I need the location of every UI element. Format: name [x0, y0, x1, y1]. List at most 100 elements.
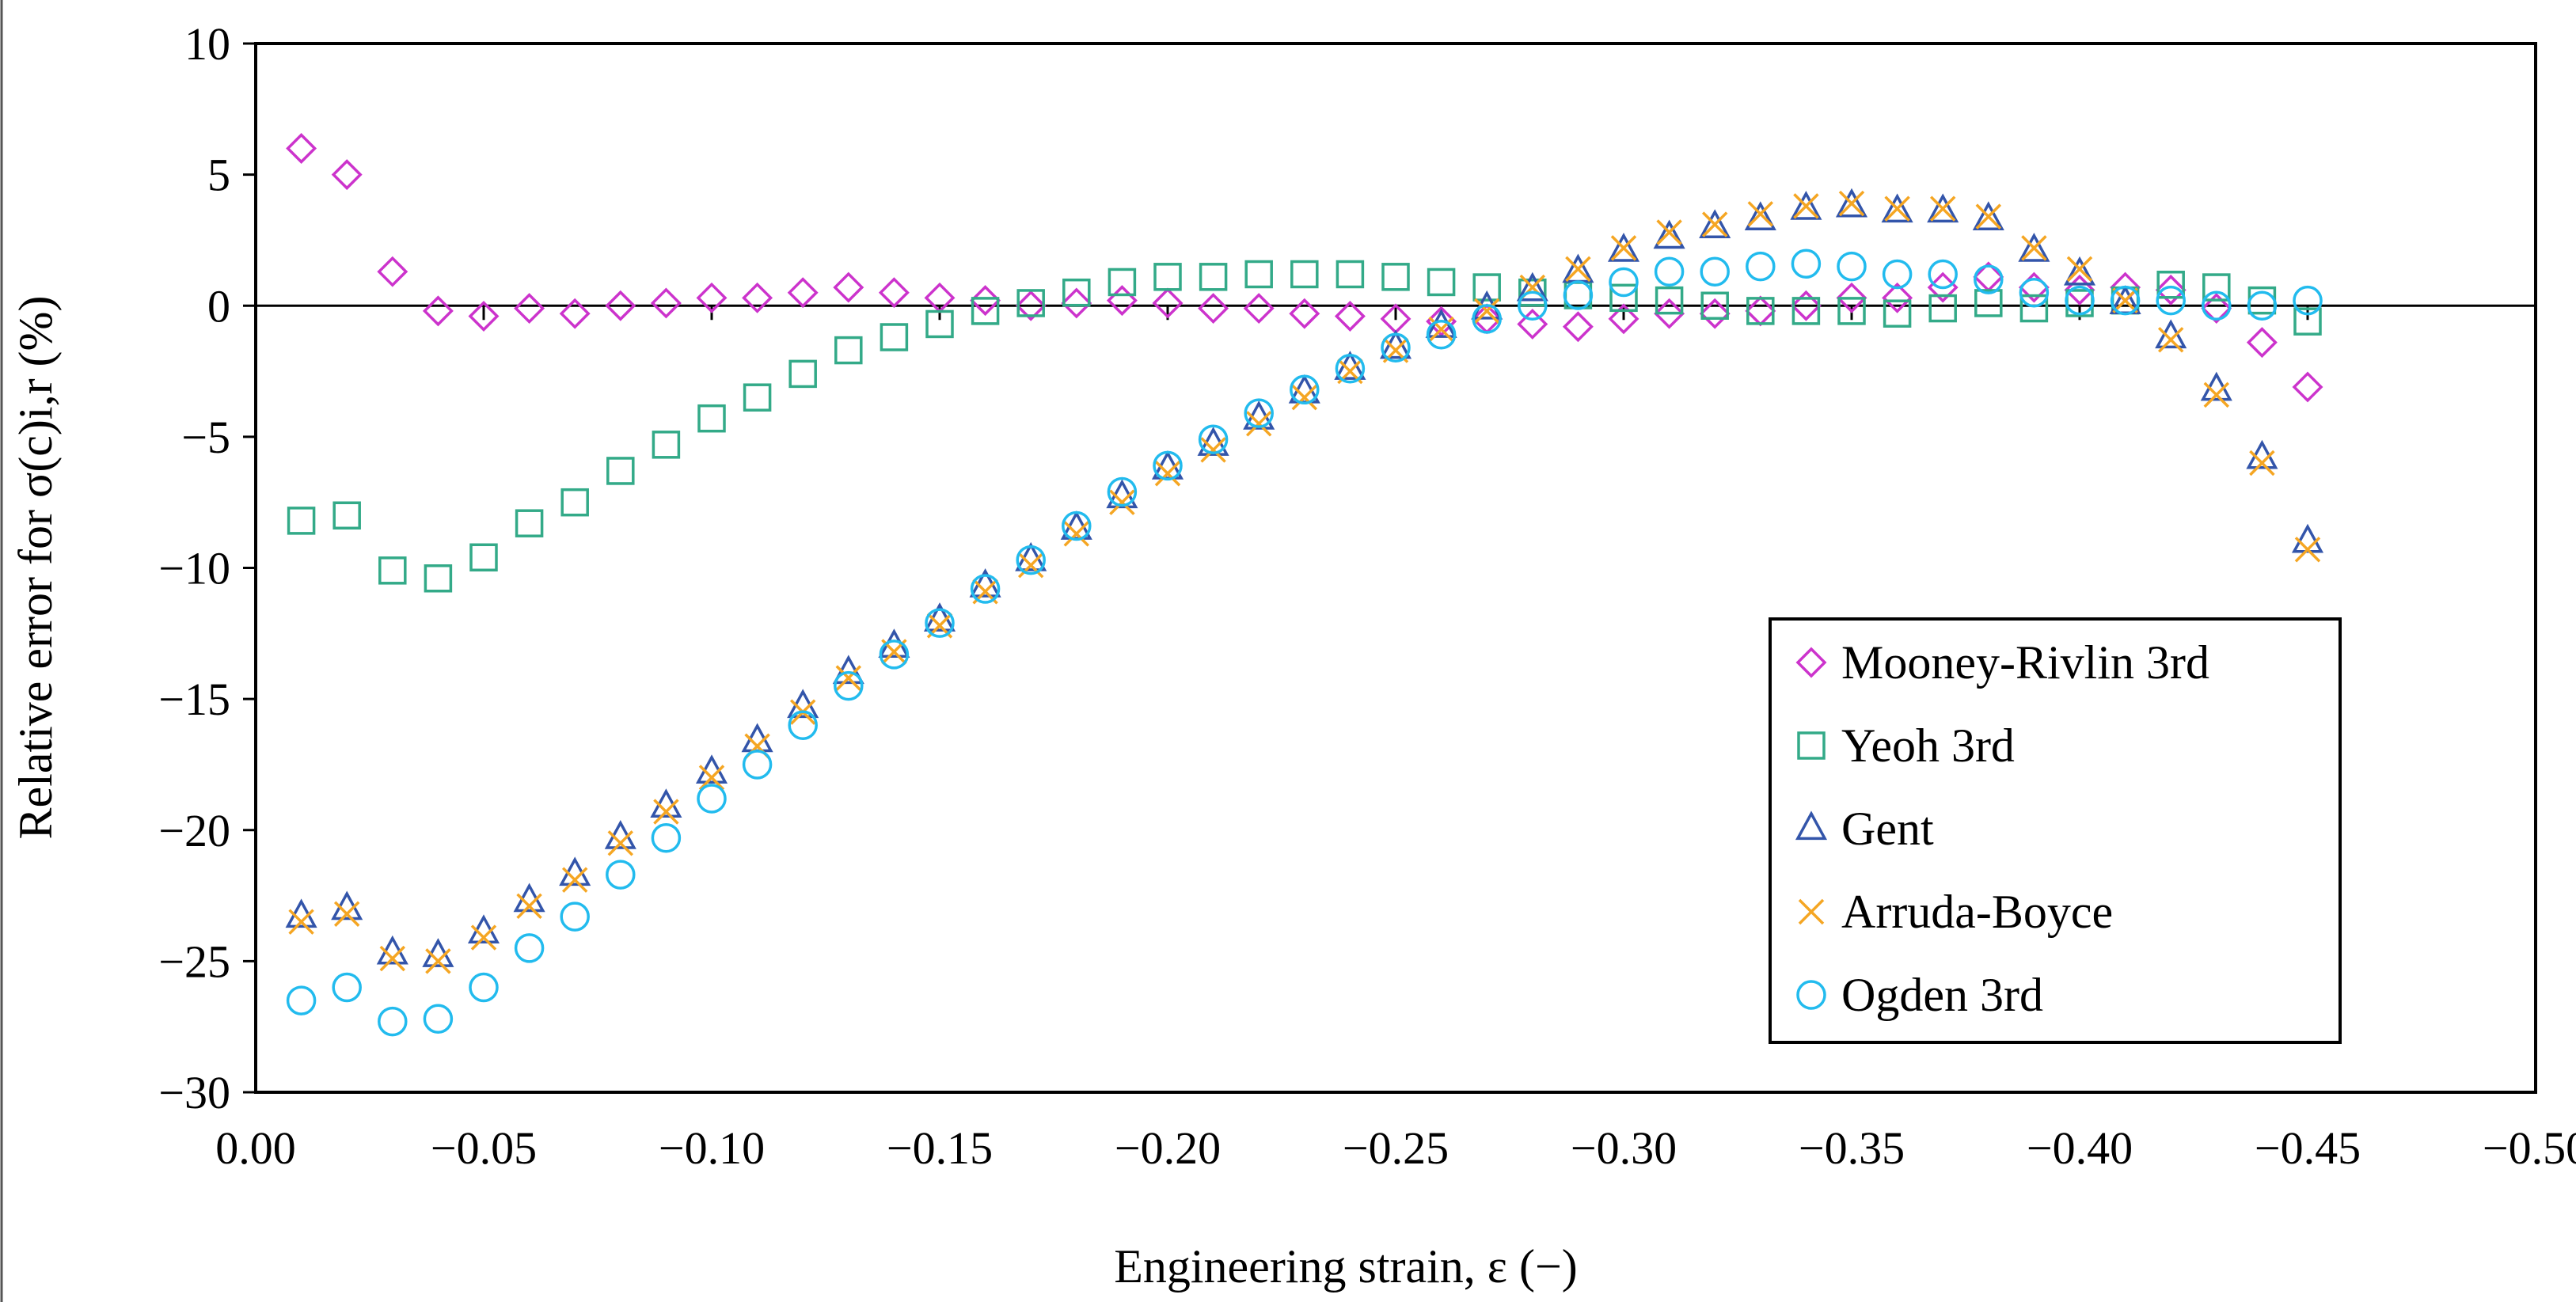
x-tick-label: −0.20: [1115, 1122, 1221, 1174]
data-point-mooney-rivlin-3rd: [1699, 298, 1731, 329]
data-point-yeoh-3rd: [1518, 278, 1547, 307]
data-point-arruda-boyce: [835, 665, 862, 691]
data-point-yeoh-3rd: [332, 501, 361, 530]
legend-marker-yeoh-3rd: [1797, 731, 1826, 760]
data-point-mooney-rivlin-3rd: [1106, 285, 1138, 317]
y-tick-label: −20: [158, 805, 230, 856]
data-point-ogden-3rd: [834, 670, 864, 701]
data-point-ogden-3rd: [378, 1006, 408, 1037]
data-point-arruda-boyce: [470, 924, 497, 951]
data-point-yeoh-3rd: [1244, 260, 1273, 289]
data-point-mooney-rivlin-3rd: [1015, 290, 1047, 321]
data-point-ogden-3rd: [1107, 476, 1138, 507]
data-point-gent: [1881, 193, 1913, 223]
data-point-arruda-boyce: [2203, 381, 2230, 408]
data-point-yeoh-3rd: [1883, 299, 1912, 328]
data-point-yeoh-3rd: [1700, 291, 1729, 320]
data-point-yeoh-3rd: [1609, 283, 1638, 313]
data-point-arruda-boyce: [379, 945, 406, 972]
data-point-arruda-boyce: [1793, 193, 1819, 219]
x-tick-label: −0.35: [1799, 1122, 1905, 1174]
data-point-yeoh-3rd: [1837, 297, 1866, 325]
data-point-ogden-3rd: [1153, 450, 1183, 481]
data-point-yeoh-3rd: [743, 383, 772, 412]
data-point-yeoh-3rd: [2019, 294, 2049, 323]
data-point-ogden-3rd: [1609, 267, 1639, 298]
data-point-arruda-boyce: [1884, 195, 1910, 222]
data-point-yeoh-3rd: [515, 509, 544, 537]
data-point-arruda-boyce: [653, 799, 679, 825]
y-tick-label: 10: [184, 18, 230, 70]
data-point-arruda-boyce: [607, 830, 634, 856]
data-point-arruda-boyce: [1291, 384, 1318, 411]
data-point-arruda-boyce: [1975, 203, 2002, 230]
data-point-arruda-boyce: [1838, 190, 1865, 217]
y-tick-label: −15: [158, 674, 230, 725]
data-point-yeoh-3rd: [1381, 263, 1410, 291]
data-point-yeoh-3rd: [1928, 294, 1957, 323]
x-tick-label: −0.25: [1343, 1122, 1449, 1174]
legend-label-arruda-boyce: Arruda-Boyce: [1841, 886, 2113, 938]
data-point-yeoh-3rd: [1974, 289, 2003, 317]
data-point-mooney-rivlin-3rd: [2292, 371, 2323, 403]
data-point-mooney-rivlin-3rd: [514, 293, 545, 325]
data-point-yeoh-3rd: [1153, 263, 1182, 291]
data-point-yeoh-3rd: [2293, 307, 2322, 336]
data-point-mooney-rivlin-3rd: [468, 301, 500, 332]
x-tick-label: −0.45: [2255, 1122, 2361, 1174]
series-arruda-boyce: [288, 190, 2321, 974]
data-point-yeoh-3rd: [788, 359, 817, 389]
data-point-mooney-rivlin-3rd: [1289, 298, 1320, 329]
data-point-ogden-3rd: [1335, 354, 1366, 384]
data-point-yeoh-3rd: [1108, 268, 1137, 297]
data-point-mooney-rivlin-3rd: [650, 287, 682, 319]
data-point-ogden-3rd: [1974, 264, 2004, 294]
data-point-mooney-rivlin-3rd: [1790, 290, 1822, 321]
data-point-ogden-3rd: [1700, 256, 1730, 287]
data-point-ogden-3rd: [2110, 285, 2141, 316]
y-tick-label: −5: [181, 412, 230, 463]
y-tick-label: −25: [158, 936, 230, 987]
data-point-gent: [1516, 271, 1548, 302]
data-point-ogden-3rd: [2293, 285, 2323, 316]
data-point-mooney-rivlin-3rd: [286, 133, 317, 164]
data-point-arruda-boyce: [1428, 316, 1454, 343]
data-point-mooney-rivlin-3rd: [1334, 301, 1366, 332]
data-point-arruda-boyce: [288, 909, 314, 935]
data-point-gent: [1607, 233, 1640, 262]
data-point-yeoh-3rd: [1062, 278, 1091, 307]
data-point-mooney-rivlin-3rd: [2246, 327, 2278, 359]
data-point-gent: [1972, 201, 2004, 231]
data-point-mooney-rivlin-3rd: [559, 298, 591, 329]
data-point-mooney-rivlin-3rd: [2064, 274, 2095, 306]
data-point-arruda-boyce: [2112, 287, 2138, 313]
data-point-ogden-3rd: [2156, 285, 2186, 316]
data-point-mooney-rivlin-3rd: [1426, 306, 1457, 337]
data-point-gent: [2155, 319, 2187, 349]
y-tick-label: −30: [158, 1067, 230, 1118]
data-point-arruda-boyce: [1154, 461, 1181, 487]
data-point-arruda-boyce: [1747, 201, 1774, 227]
data-point-arruda-boyce: [2021, 235, 2047, 261]
data-point-mooney-rivlin-3rd: [833, 271, 864, 303]
data-point-ogden-3rd: [2247, 290, 2278, 321]
data-point-yeoh-3rd: [1746, 297, 1775, 325]
legend-marker-mooney-rivlin-3rd: [1795, 647, 1827, 678]
data-point-yeoh-3rd: [1655, 286, 1684, 315]
x-tick-label: 0.00: [215, 1122, 296, 1174]
data-point-ogden-3rd: [742, 750, 773, 780]
data-point-arruda-boyce: [2066, 256, 2093, 283]
data-point-yeoh-3rd: [424, 564, 453, 593]
data-point-arruda-boyce: [1109, 489, 1135, 515]
data-point-ogden-3rd: [1426, 319, 1457, 350]
data-point-gent: [2018, 233, 2050, 262]
legend-label-gent: Gent: [1841, 803, 1934, 855]
data-point-mooney-rivlin-3rd: [787, 277, 819, 309]
axes: 0.00 −0.05 −0.10 −0.15 −0.20 −0.25 −0.30 −0.35 −…: [158, 18, 2576, 1174]
data-point-yeoh-3rd: [2156, 271, 2185, 299]
data-point-mooney-rivlin-3rd: [970, 285, 1001, 317]
legend: Mooney-Rivlin 3rd Yeoh 3rd Gent Arruda-Boyc…: [1769, 617, 2342, 1044]
data-point-yeoh-3rd: [1290, 260, 1319, 289]
data-point-mooney-rivlin-3rd: [377, 256, 408, 287]
